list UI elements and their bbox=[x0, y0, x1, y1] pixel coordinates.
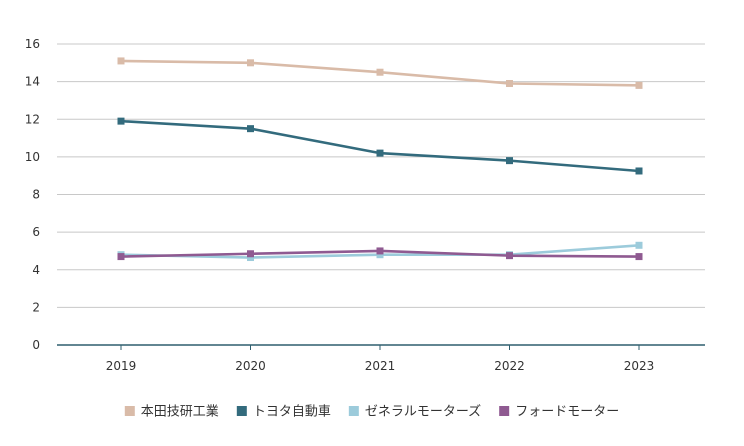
x-tick-label: 2023 bbox=[624, 359, 655, 373]
series-group bbox=[117, 57, 643, 89]
legend-swatch bbox=[348, 406, 359, 416]
legend: 本田技研工業 トヨタ自動車 ゼネラルモーターズ フォードモーター bbox=[124, 404, 619, 420]
data-point bbox=[117, 117, 125, 125]
data-point bbox=[247, 250, 254, 258]
data-point bbox=[376, 149, 384, 157]
data-point bbox=[247, 59, 254, 67]
y-tick-label: 10 bbox=[25, 150, 40, 164]
x-tick-label: 2022 bbox=[494, 359, 525, 373]
data-point bbox=[247, 125, 254, 133]
data-point bbox=[635, 81, 643, 89]
legend-swatch bbox=[124, 406, 135, 416]
data-point bbox=[635, 253, 643, 261]
data-point bbox=[506, 157, 513, 165]
x-tick-label: 2021 bbox=[365, 359, 396, 373]
y-tick-label: 6 bbox=[32, 225, 40, 239]
data-point bbox=[376, 68, 384, 76]
y-tick-label: 8 bbox=[32, 188, 40, 202]
legend-item: ゼネラルモーターズ bbox=[348, 404, 481, 420]
y-tick-label: 14 bbox=[25, 75, 40, 89]
data-point bbox=[247, 254, 254, 262]
legend-item: トヨタ自動車 bbox=[236, 405, 331, 420]
data-point bbox=[635, 241, 643, 249]
data-point bbox=[506, 80, 513, 88]
y-tick-label: 0 bbox=[32, 338, 40, 352]
x-tick-labels: 2019 2020 2021 2022 2023 bbox=[106, 359, 655, 373]
data-point bbox=[635, 167, 643, 175]
x-axis bbox=[57, 344, 705, 350]
gridlines bbox=[57, 43, 705, 308]
y-tick-label: 4 bbox=[32, 263, 40, 277]
legend-label: トヨタ自動車 bbox=[253, 405, 331, 420]
series-lines bbox=[117, 57, 643, 262]
series-line bbox=[119, 119, 641, 173]
legend-swatch bbox=[236, 406, 247, 416]
x-tick-label: 2019 bbox=[106, 359, 137, 373]
legend-label: 本田技研工業 bbox=[141, 404, 219, 420]
data-point bbox=[117, 253, 125, 261]
y-tick-label: 12 bbox=[25, 112, 40, 126]
legend-swatch bbox=[499, 406, 510, 416]
legend-item: 本田技研工業 bbox=[124, 404, 219, 420]
series-group bbox=[117, 117, 643, 175]
y-tick-label: 2 bbox=[32, 300, 40, 314]
data-point bbox=[376, 247, 384, 255]
y-tick-labels: 0 2 4 6 8 10 12 14 16 bbox=[25, 37, 40, 352]
y-tick-label: 16 bbox=[25, 37, 40, 51]
legend-label: ゼネラルモーターズ bbox=[365, 404, 481, 420]
legend-label: フォードモーター bbox=[515, 405, 619, 420]
legend-item: フォードモーター bbox=[499, 405, 619, 420]
series-group bbox=[117, 247, 643, 261]
data-point bbox=[376, 251, 384, 259]
x-tick-label: 2020 bbox=[235, 359, 266, 373]
data-point bbox=[506, 252, 513, 260]
data-point bbox=[117, 57, 125, 65]
